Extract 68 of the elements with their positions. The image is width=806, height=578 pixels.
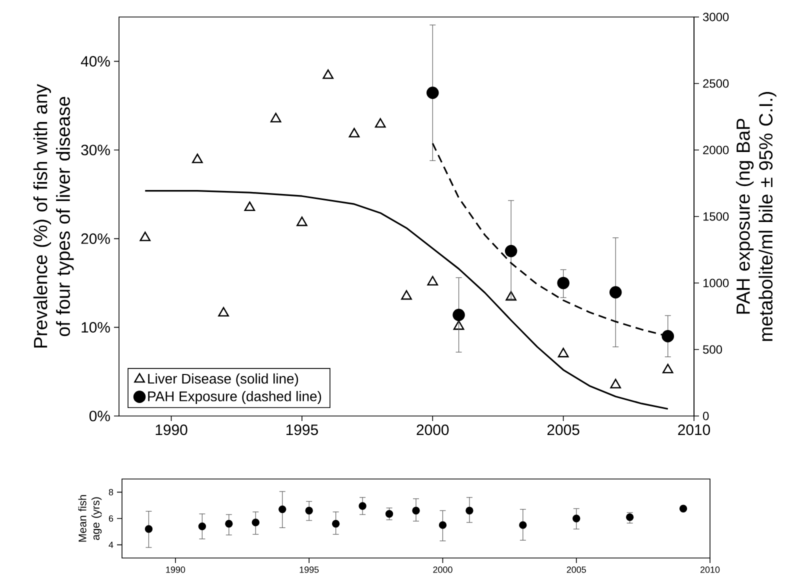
point (504, 244, 518, 258)
point (348, 128, 360, 138)
x-tick-label: 2000 (416, 424, 449, 436)
point (438, 521, 447, 529)
point (218, 306, 229, 317)
x-tick-label: 1995 (286, 424, 318, 436)
y-tick-label: 20% (81, 233, 110, 244)
y-tick-label: 4 (108, 542, 114, 548)
point (385, 510, 394, 518)
point (427, 276, 438, 286)
y2-axis-title: PAH exposure (ng BaP metabolite/ml bile ± 95% C.I.) (736, 92, 776, 341)
y-tick-label: 10% (82, 322, 110, 333)
point (626, 513, 634, 522)
y-axis-title: Mean fish age (yrs) (78, 495, 102, 542)
y-tick-label: 8 (108, 488, 114, 496)
point (322, 69, 334, 79)
x-tick-label: 2010 (678, 424, 710, 436)
point (519, 521, 527, 529)
point (244, 201, 256, 212)
y2-tick-label: 2000 (703, 146, 729, 154)
point (140, 232, 151, 242)
point (679, 504, 688, 512)
point (144, 525, 153, 533)
y2-tick-label: 1500 (703, 212, 729, 221)
point (401, 290, 412, 300)
x-tick-label: 2010 (700, 566, 720, 573)
point (662, 364, 674, 374)
point (278, 505, 286, 514)
y2-tick-label: 3000 (702, 12, 729, 22)
legend-label: Liver Disease (solid line) (148, 373, 298, 386)
point (558, 348, 569, 358)
point (506, 291, 516, 301)
point (426, 86, 439, 99)
x-tick-label: 2005 (566, 566, 586, 573)
y2-tick-label: 0 (702, 412, 709, 420)
x-tick-label: 2000 (433, 566, 452, 573)
point (270, 112, 282, 122)
x-tick-label: 2005 (547, 424, 580, 436)
x-tick-label: 1995 (300, 566, 319, 573)
y2-tick-label: 1000 (703, 278, 729, 288)
x-tick-label: 1990 (156, 424, 188, 436)
point (358, 502, 366, 510)
y-axis-title: Prevalence (%) of fish with any of four types of liver disease (33, 84, 74, 348)
point (412, 506, 420, 514)
point (609, 286, 622, 298)
point (452, 308, 465, 322)
point (572, 514, 580, 522)
point (453, 320, 464, 330)
y2-tick-label: 2500 (703, 79, 729, 88)
y-tick-label: 40% (80, 56, 110, 67)
y-tick-label: 0% (89, 410, 110, 422)
y-tick-label: 30% (81, 144, 110, 156)
point (225, 520, 233, 528)
y2-tick-label: 500 (703, 345, 722, 354)
point (662, 330, 674, 342)
point (374, 118, 386, 128)
y-tick-label: 6 (108, 515, 114, 522)
point (610, 378, 622, 388)
point (252, 518, 260, 526)
point (332, 520, 340, 528)
point (305, 506, 313, 514)
x-tick-label: 1990 (166, 566, 186, 573)
point (557, 276, 570, 290)
point (192, 154, 203, 164)
point (198, 522, 206, 530)
legend-label: PAH Exposure (dashed line) (148, 391, 322, 404)
point (296, 216, 308, 226)
point (466, 506, 474, 514)
